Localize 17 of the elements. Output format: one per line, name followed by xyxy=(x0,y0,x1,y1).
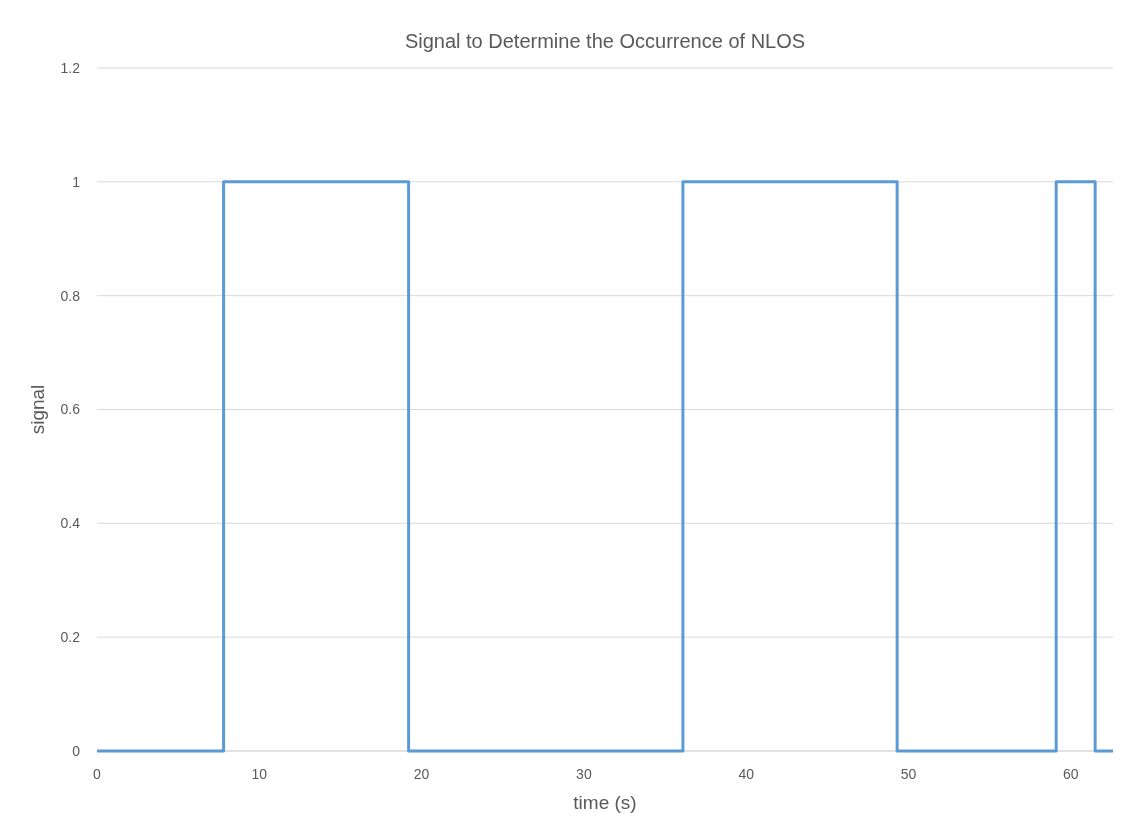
y-tick-label: 0.4 xyxy=(60,515,81,532)
x-tick-label: 0 xyxy=(93,766,102,782)
chart-title: Signal to Determine the Occurrence of NLOS xyxy=(404,30,806,52)
x-tick-label: 60 xyxy=(1063,766,1079,782)
y-axis-title: signal xyxy=(27,384,48,435)
x-axis-title: time (s) xyxy=(573,792,637,813)
y-tick-label: 0 xyxy=(72,742,81,759)
y-tick-label: 0.6 xyxy=(60,401,81,418)
x-tick-label: 20 xyxy=(413,766,430,782)
y-tick-label: 0.8 xyxy=(60,287,81,304)
y-tick-label: 1.2 xyxy=(60,59,81,76)
x-tick-label: 10 xyxy=(251,766,268,782)
x-tick-label: 30 xyxy=(576,766,592,782)
x-tick-label: 50 xyxy=(900,766,917,782)
x-tick-label: 40 xyxy=(738,766,755,782)
y-tick-label: 1 xyxy=(72,173,81,190)
y-tick-label: 0.2 xyxy=(60,629,81,646)
